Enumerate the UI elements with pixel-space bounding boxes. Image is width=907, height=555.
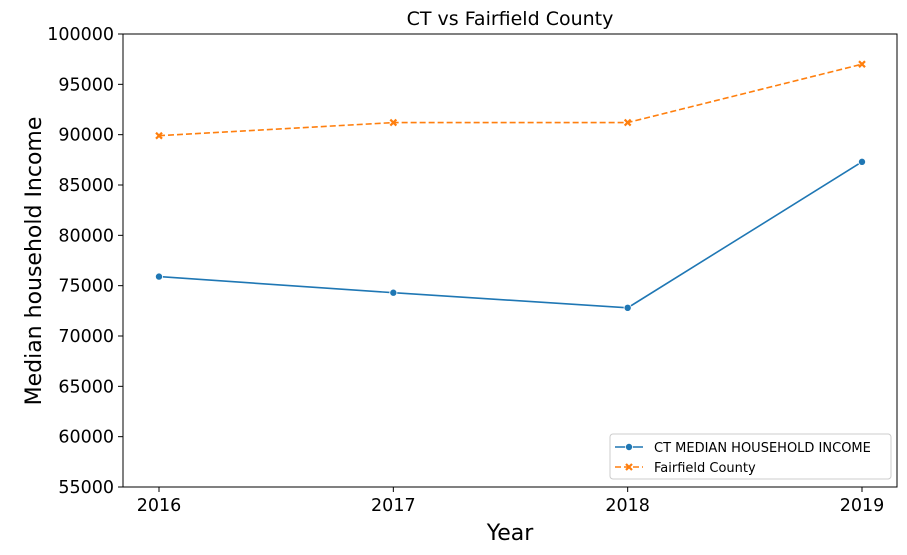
data-point [389, 288, 398, 297]
legend-box [609, 433, 892, 480]
y-tick-label: 100000 [47, 25, 114, 45]
x-axis-label: Year [486, 521, 535, 546]
data-point [155, 131, 163, 140]
y-tick-label: 60000 [58, 428, 114, 448]
data-point [154, 272, 163, 281]
legend-marker [625, 442, 634, 451]
y-tick-label: 65000 [58, 377, 114, 397]
y-tick-label: 90000 [58, 126, 114, 146]
x-tick-label: 2018 [605, 496, 650, 516]
y-tick-label: 95000 [58, 75, 114, 95]
series-line [158, 161, 863, 309]
y-tick-label: 80000 [58, 226, 114, 246]
y-tick-label: 55000 [58, 478, 114, 498]
series-layer [154, 60, 867, 312]
data-point [623, 303, 632, 312]
y-tick-label: 75000 [58, 277, 114, 297]
x-tick-label: 2019 [840, 496, 885, 516]
chart-title: CT vs Fairfield County [407, 8, 614, 30]
y-tick-label: 70000 [58, 327, 114, 347]
data-point [858, 157, 867, 166]
y-axis-label: Median household Income [22, 117, 47, 406]
axis-ticks: 2016 2017 2018 2019 55000 60000 65000 70000 7500… [47, 25, 884, 516]
data-point [858, 60, 866, 68]
x-tick-label: 2017 [371, 496, 416, 516]
y-tick-label: 85000 [58, 176, 114, 196]
legend-marker [625, 463, 633, 471]
data-point [623, 118, 632, 127]
series-2 [155, 60, 866, 140]
series-line [158, 63, 863, 137]
legend-label: Fairfield County [654, 461, 756, 476]
legend: CT MEDIAN HOUSEHOLD INCOME Fairfield Coun… [609, 433, 892, 480]
data-point [389, 118, 398, 127]
series-1 [154, 157, 867, 312]
x-tick-label: 2016 [137, 496, 182, 516]
plot-area-frame [122, 33, 898, 488]
legend-label: CT MEDIAN HOUSEHOLD INCOME [654, 441, 871, 456]
